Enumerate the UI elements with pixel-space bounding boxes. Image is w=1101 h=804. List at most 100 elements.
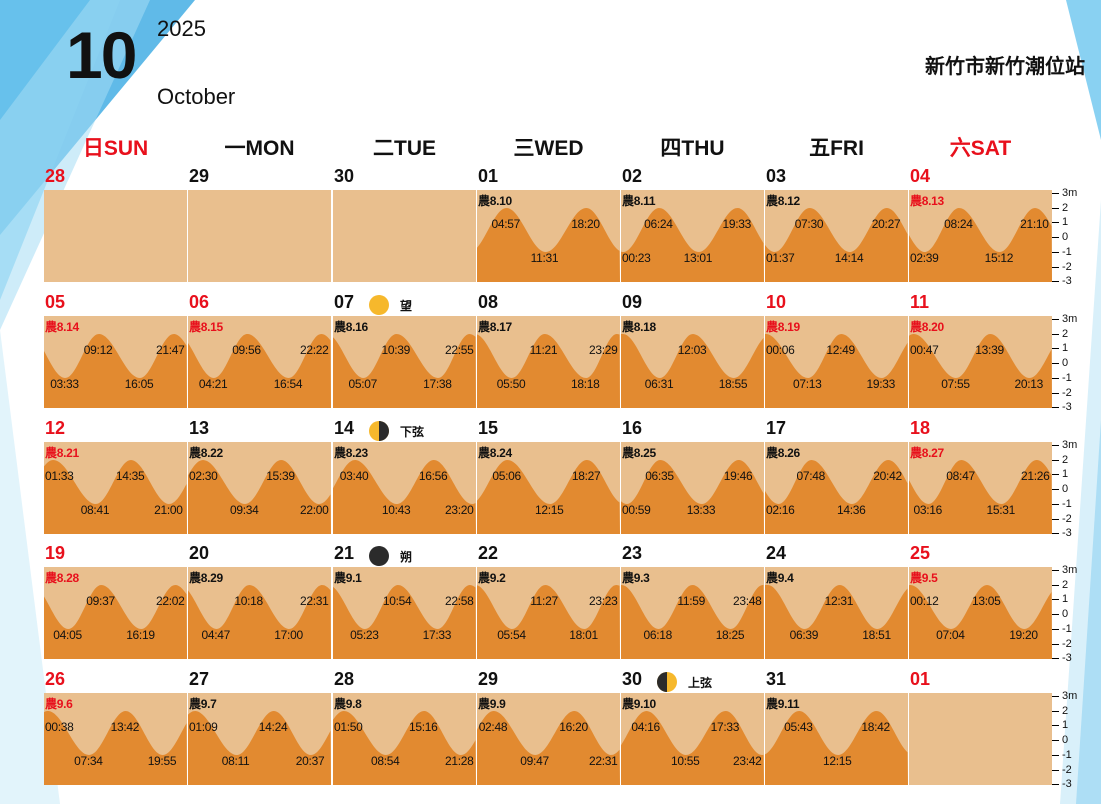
scale-label: 2 (1062, 578, 1069, 591)
scale-label: -1 (1062, 245, 1072, 258)
low-tide-time: 13:01 (683, 251, 713, 265)
scale-tick (1052, 614, 1059, 616)
high-tide-time: 04:57 (491, 217, 521, 231)
low-tide-time: 10:43 (381, 503, 411, 517)
tide-water-area (765, 460, 908, 534)
lunar-date: 農8.18 (622, 320, 656, 334)
full-moon-icon (369, 295, 389, 315)
low-tide-time: 12:15 (535, 503, 564, 517)
tide-curve (621, 711, 764, 785)
low-tide-time: 19:55 (147, 754, 177, 768)
tide-water-area (477, 334, 620, 408)
weekday-label: 一MON (224, 137, 295, 160)
day-cell: 05 農8.14 09:12 21:47 03:33 16:05 (44, 292, 187, 414)
tide-chart: 農8.27 08:47 21:26 03:16 15:31 (909, 442, 1052, 534)
tide-chart: 農8.13 08:24 21:10 02:39 15:12 (909, 190, 1052, 282)
day-number: 18 (910, 418, 931, 438)
tide-curve (477, 208, 620, 282)
tide-curve (621, 334, 764, 408)
low-tide-time: 05:23 (350, 628, 379, 642)
scale-tick (1052, 696, 1059, 697)
day-cell: 03 農8.12 07:30 20:27 01:37 14:14 (765, 166, 908, 288)
tide-water-area (188, 585, 331, 659)
low-tide-time: 09:47 (520, 754, 549, 768)
tide-curve (621, 460, 764, 534)
scale-label: -3 (1062, 778, 1072, 791)
low-tide-time: 05:07 (348, 377, 378, 391)
lunar-date: 農8.24 (478, 446, 512, 460)
first-moon-icon (657, 672, 677, 692)
tide-water-area (765, 585, 908, 659)
day-number: 05 (45, 292, 66, 312)
high-tide-time: 09:37 (86, 594, 115, 608)
tide-scale: 3m 2 1 0 -1 -2 -3 (1052, 439, 1100, 542)
day-number: 02 (622, 166, 643, 186)
scale-label: 3m (1062, 690, 1078, 702)
day-number: 07 (334, 292, 355, 312)
scale-label: 1 (1062, 216, 1069, 229)
low-tide-time: 04:05 (53, 628, 82, 642)
low-tide-time: 09:34 (230, 503, 259, 517)
day-number: 01 (478, 166, 499, 186)
low-tide-time: 04:21 (198, 377, 228, 391)
scale-tick (1052, 740, 1059, 742)
tide-chart: 農8.11 06:24 19:33 00:23 13:01 (621, 190, 764, 282)
tide-water-area (909, 585, 1052, 659)
day-number: 30 (334, 166, 355, 186)
high-tide-time: 14:24 (258, 720, 288, 734)
station-name: 新竹市新竹潮位站 (925, 56, 1085, 78)
tide-chart: 農9.4 12:31 06:39 18:51 (765, 567, 908, 659)
high-tide-time: 22:55 (445, 343, 474, 357)
low-tide-time: 17:33 (422, 628, 452, 642)
day-cell: 30 上弦 農9.10 04:16 17:33 10:55 23:42 (621, 669, 764, 791)
tide-water-area (621, 334, 764, 408)
scale-label: 3m (1062, 313, 1078, 325)
low-tide-time: 02:16 (766, 503, 795, 517)
high-tide-time: 09:12 (83, 343, 113, 357)
tide-chart: 農8.20 00:47 13:39 07:55 20:13 (909, 316, 1052, 408)
day-cell: 19 農8.28 09:37 22:02 04:05 16:19 (44, 543, 187, 665)
tide-chart: 農8.25 06:35 19:46 00:59 13:33 (621, 442, 764, 534)
scale-tick (1052, 222, 1059, 224)
moon-phase-label: 朔 (400, 550, 413, 564)
high-tide-time: 15:39 (266, 469, 295, 483)
scale-tick (1052, 518, 1059, 520)
high-tide-time: 11:27 (530, 594, 558, 608)
lunar-date: 農8.13 (910, 194, 944, 208)
tide-scale: 3m 2 1 0 -1 -2 -3 (1052, 313, 1100, 416)
scale-label: 3m (1062, 439, 1078, 451)
scale-tick (1052, 459, 1059, 461)
high-tide-time: 12:31 (824, 594, 854, 608)
low-tide-time: 23:42 (733, 754, 762, 768)
high-tide-time: 03:40 (339, 469, 369, 483)
scale-label: 0 (1062, 231, 1069, 244)
day-number: 13 (189, 418, 210, 438)
tide-curve (44, 711, 187, 785)
tide-water-area (909, 208, 1052, 282)
scale-label: -2 (1062, 763, 1072, 776)
tide-chart: 農8.29 10:18 22:31 04:47 17:00 (188, 567, 331, 659)
tide-chart: 農8.22 02:30 15:39 09:34 22:00 (188, 442, 331, 534)
tide-chart: 農9.1 10:54 22:58 05:23 17:33 (333, 567, 476, 659)
tide-curve (188, 460, 331, 534)
tide-chart: 農9.7 01:09 14:24 08:11 20:37 (188, 693, 331, 785)
high-tide-time: 20:27 (871, 217, 901, 231)
day-number: 30 (622, 669, 643, 689)
high-tide-time: 22:31 (300, 594, 329, 608)
scale-label: 2 (1062, 453, 1069, 466)
high-tide-time: 13:05 (972, 594, 1001, 608)
day-cell: 14 下弦 農8.23 03:40 16:56 10:43 23:20 (333, 418, 476, 540)
lunar-date: 農9.7 (189, 697, 217, 711)
low-tide-time: 03:33 (50, 377, 79, 391)
day-cell: 01 (909, 669, 1052, 791)
tide-chart: 農9.2 11:27 23:23 05:54 18:01 (477, 567, 620, 659)
tide-curve (765, 585, 908, 659)
high-tide-time: 02:48 (478, 720, 508, 734)
day-cell: 20 農8.29 10:18 22:31 04:47 17:00 (188, 543, 331, 665)
tide-water-area (333, 585, 476, 659)
high-tide-time: 21:26 (1021, 469, 1050, 483)
low-tide-time: 15:12 (984, 251, 1014, 265)
low-tide-time: 18:01 (569, 628, 598, 642)
tide-chart: 農8.15 09:56 22:22 04:21 16:54 (188, 316, 331, 408)
